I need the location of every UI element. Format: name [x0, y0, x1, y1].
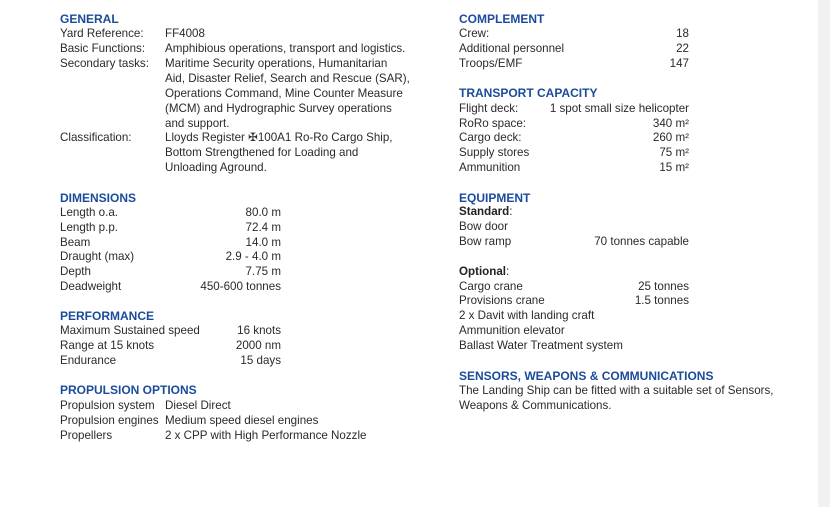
prop-value: Medium speed diesel engines [165, 414, 319, 427]
trans-label: RoRo space: [459, 117, 527, 130]
trans-value: 15 m² [659, 161, 689, 174]
trans-label: Flight deck: [459, 102, 519, 115]
equip-label: Bow ramp [459, 235, 512, 248]
equipment-heading: EQUIPMENT [459, 191, 531, 205]
dim-label: Beam [60, 236, 91, 249]
dim-value: 72.4 m [245, 221, 281, 234]
secondary-line: Operations Command, Mine Counter Measure [165, 87, 403, 100]
perf-value: 16 knots [237, 324, 281, 337]
prop-value: 2 x CPP with High Performance Nozzle [165, 429, 367, 442]
general-heading: GENERAL [60, 12, 119, 26]
sensors-text: Weapons & Communications. [459, 399, 612, 412]
standard-label: Standard [459, 205, 510, 218]
optional-subheading: Optional: [459, 265, 509, 279]
optional-label: Optional [459, 265, 507, 278]
equip-value: 70 tonnes capable [594, 235, 689, 248]
trans-label: Ammunition [459, 161, 521, 174]
equip-label: Provisions crane [459, 294, 545, 307]
yard-value: FF4008 [165, 27, 205, 40]
secondary-line: Aid, Disaster Relief, Search and Rescue … [165, 72, 410, 85]
comp-label: Crew: [459, 27, 490, 40]
class-line: Unloading Aground. [165, 161, 267, 174]
comp-value: 18 [676, 27, 689, 40]
prop-value: Diesel Direct [165, 399, 231, 412]
equip-value: 25 tonnes [638, 280, 689, 293]
secondary-line: (MCM) and Hydrographic Survey operations [165, 102, 392, 115]
trans-value: 340 m² [652, 117, 689, 130]
trans-value: 75 m² [659, 146, 689, 159]
perf-label: Range at 15 knots [60, 339, 155, 352]
complement-heading: COMPLEMENT [459, 12, 545, 26]
performance-heading: PERFORMANCE [60, 309, 155, 323]
dim-value: 2.9 - 4.0 m [225, 250, 281, 263]
comp-label: Troops/EMF [459, 57, 523, 70]
sensors-text: The Landing Ship can be fitted with a su… [459, 384, 774, 397]
dim-value: 14.0 m [245, 236, 281, 249]
comp-value: 147 [669, 57, 689, 70]
trans-label: Supply stores [459, 146, 530, 159]
dim-label: Length p.p. [60, 221, 119, 234]
dim-label: Depth [60, 265, 91, 278]
yard-label: Yard Reference: [60, 27, 144, 40]
dim-value: 7.75 m [245, 265, 281, 278]
basic-label: Basic Functions: [60, 42, 146, 55]
prop-label: Propulsion engines [60, 414, 159, 427]
trans-label: Cargo deck: [459, 131, 522, 144]
trans-value: 1 spot small size helicopter [549, 102, 689, 115]
perf-label: Endurance [60, 354, 117, 367]
class-line: Lloyds Register ✠100A1 Ro-Ro Cargo Ship, [165, 131, 393, 144]
class-label: Classification: [60, 131, 132, 144]
dim-label: Draught (max) [60, 250, 135, 263]
comp-label: Additional personnel [459, 42, 565, 55]
secondary-line: Maritime Security operations, Humanitari… [165, 57, 388, 70]
prop-label: Propellers [60, 429, 113, 442]
basic-value: Amphibious operations, transport and log… [165, 42, 406, 55]
class-line: Bottom Strengthened for Loading and [165, 146, 359, 159]
colon: : [506, 265, 510, 278]
colon: : [509, 205, 513, 218]
dim-value: 80.0 m [245, 206, 281, 219]
perf-label: Maximum Sustained speed [60, 324, 200, 337]
trans-value: 260 m² [652, 131, 689, 144]
equip-label: Cargo crane [459, 280, 523, 293]
comp-value: 22 [676, 42, 689, 55]
secondary-label: Secondary tasks: [60, 57, 149, 70]
transport-heading: TRANSPORT CAPACITY [459, 86, 598, 100]
secondary-line: and support. [165, 117, 230, 130]
equip-label: Ammunition elevator [459, 324, 565, 337]
equip-label: 2 x Davit with landing craft [459, 309, 595, 322]
dim-label: Length o.a. [60, 206, 119, 219]
dim-value: 450-600 tonnes [200, 280, 281, 293]
equip-label: Ballast Water Treatment system [459, 339, 623, 352]
perf-value: 2000 nm [235, 339, 281, 352]
perf-value: 15 days [240, 354, 281, 367]
propulsion-heading: PROPULSION OPTIONS [60, 383, 197, 397]
standard-subheading: Standard: [459, 205, 512, 219]
sensors-heading: SENSORS, WEAPONS & COMMUNICATIONS [459, 369, 714, 383]
equip-value: 1.5 tonnes [634, 294, 689, 307]
prop-label: Propulsion system [60, 399, 155, 412]
page-edge [818, 0, 830, 507]
equip-label: Bow door [459, 220, 508, 233]
dim-label: Deadweight [60, 280, 122, 293]
dimensions-heading: DIMENSIONS [60, 191, 137, 205]
